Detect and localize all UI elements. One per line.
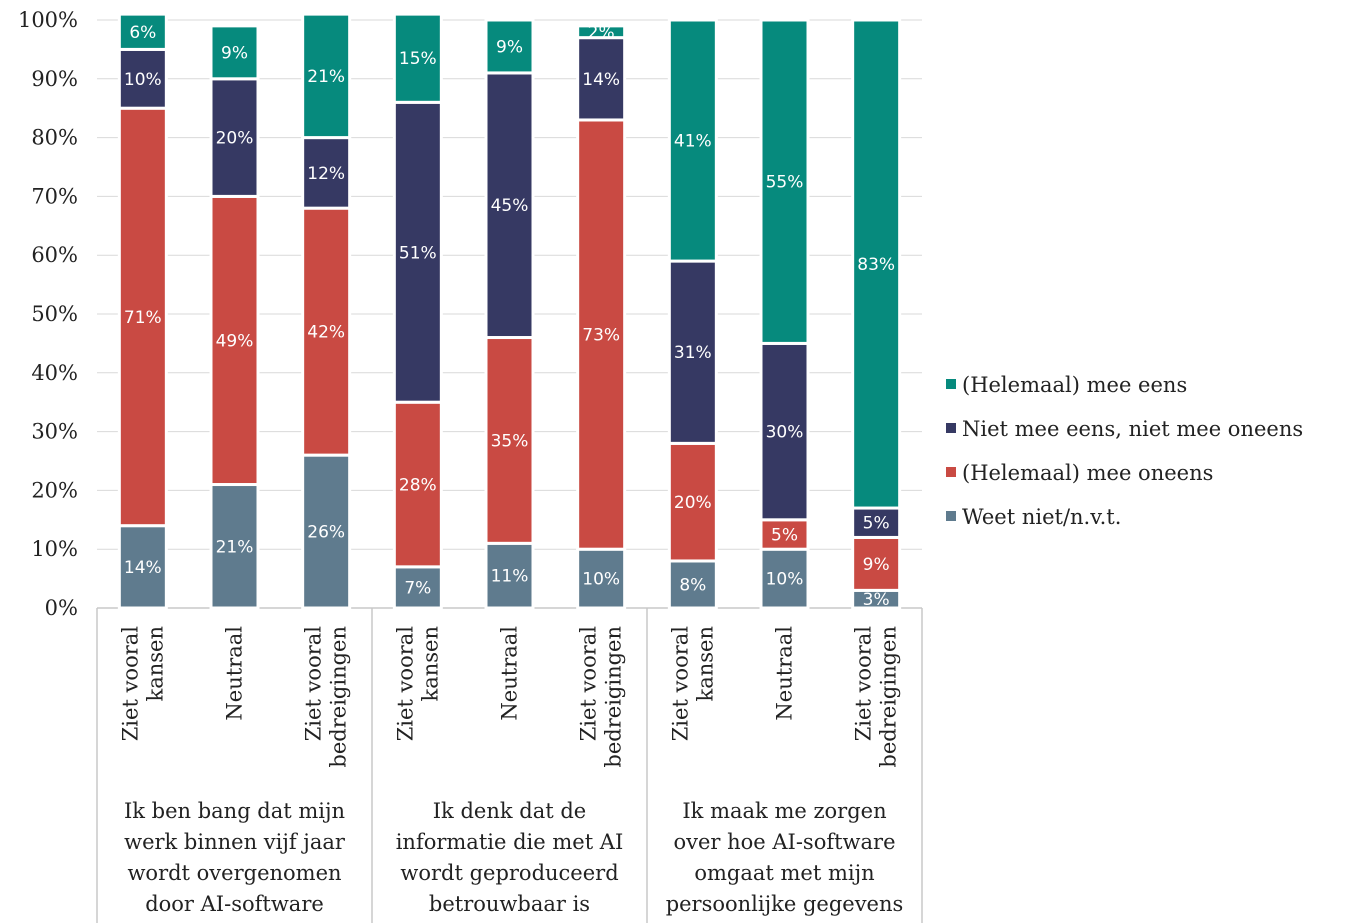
bar-segment (392, 100, 443, 404)
category-label: Ziet vooralbedreigingen (852, 626, 901, 768)
data-label: 31% (674, 343, 712, 363)
data-label: 11% (491, 567, 529, 587)
bar-segment (667, 18, 718, 263)
bar-segment (117, 524, 168, 610)
bar-segment (851, 18, 902, 510)
data-label: 9% (221, 43, 248, 63)
y-tick-label: 60% (31, 243, 78, 267)
data-label: 5% (863, 514, 890, 534)
data-label: 55% (766, 173, 804, 193)
bar-segment (301, 12, 352, 140)
category-label: Ziet vooralkansen (393, 626, 442, 742)
bar-segment (667, 559, 718, 610)
bar-segment (484, 18, 535, 75)
y-tick-label: 100% (18, 8, 78, 32)
y-axis: 0% 10% 20% 30% 40% 50% 60% 70% 80% 90% 100% (18, 8, 78, 620)
data-label: 35% (491, 431, 529, 451)
data-label: 2% (588, 23, 615, 43)
bar-segment (576, 36, 627, 122)
data-label: 20% (674, 493, 712, 513)
data-label: 10% (582, 570, 620, 590)
legend-swatch (946, 511, 956, 521)
bar-segment (301, 206, 352, 457)
y-tick-label: 80% (31, 126, 78, 150)
data-label: 10% (124, 70, 162, 90)
bar-segment (484, 71, 535, 340)
legend: (Helemaal) mee eens Niet mee eens, niet m… (946, 373, 1303, 529)
data-label: 51% (399, 243, 437, 263)
bar-segment (209, 483, 260, 610)
legend-label: Niet mee eens, niet mee oneens (962, 417, 1303, 441)
data-label: 9% (863, 555, 890, 575)
category-label: Neutraal (223, 626, 247, 721)
category-label: Neutraal (773, 626, 797, 721)
legend-swatch (946, 467, 956, 477)
y-tick-label: 30% (31, 420, 78, 444)
data-label: 3% (863, 590, 890, 610)
legend-swatch (946, 423, 956, 433)
bar-segment (667, 259, 718, 445)
group-label: Ik ben bang dat mijn werk binnen vijf jaa… (124, 799, 346, 916)
bars (117, 12, 902, 610)
data-labels: 14% 71% 10% 6% 21% 49% 20% 9% 26% 42% 12% 21% 7% 28% 5… (124, 23, 895, 610)
y-tick-label: 50% (31, 302, 78, 326)
bar-segment (576, 118, 627, 551)
data-label: 26% (307, 523, 345, 543)
bar-segment (117, 12, 168, 51)
data-label: 9% (496, 37, 523, 57)
data-label: 5% (771, 526, 798, 546)
category-label: Neutraal (498, 626, 522, 721)
y-tick-label: 40% (31, 361, 78, 385)
data-label: 41% (674, 132, 712, 152)
y-tick-label: 0% (45, 596, 78, 620)
bar-segment (209, 24, 260, 81)
data-label: 73% (582, 326, 620, 346)
bar-segment (576, 24, 627, 40)
legend-label: Weet niet/n.v.t. (962, 505, 1121, 529)
data-label: 12% (307, 164, 345, 184)
data-label: 14% (582, 70, 620, 90)
legend-swatch (946, 379, 956, 389)
data-label: 45% (491, 196, 529, 216)
data-label: 71% (124, 308, 162, 328)
data-label: 6% (129, 23, 156, 43)
data-label: 20% (216, 129, 254, 149)
bar-segment (484, 336, 535, 545)
bar-segment (759, 547, 810, 610)
bar-segment (392, 12, 443, 104)
data-label: 15% (399, 49, 437, 69)
y-tick-label: 90% (31, 67, 78, 91)
data-label: 21% (307, 67, 345, 87)
group-label: Ik denk dat de informatie die met AI wordt… (396, 799, 624, 916)
category-label: Ziet vooralkansen (118, 626, 167, 742)
data-label: 14% (124, 558, 162, 578)
data-label: 30% (766, 423, 804, 443)
data-label: 42% (307, 323, 345, 343)
data-label: 10% (766, 570, 804, 590)
bar-segment (117, 47, 168, 110)
category-label: Ziet vooralbedreigingen (577, 626, 626, 768)
y-tick-label: 10% (31, 537, 78, 561)
bar-segment (117, 106, 168, 528)
data-label: 28% (399, 476, 437, 496)
x-axis: Ziet vooralkansen Neutraal Ziet vooralbedr… (96, 608, 923, 923)
bar-segment (392, 565, 443, 610)
data-label: 8% (679, 575, 706, 595)
data-label: 49% (216, 331, 254, 351)
data-label: 21% (216, 537, 254, 557)
y-tick-label: 70% (31, 184, 78, 208)
category-label: Ziet vooralbedreigingen (302, 626, 351, 768)
bar-segment (759, 18, 810, 345)
group-label: Ik maak me zorgen over hoe AI-software omg… (666, 799, 904, 916)
data-label: 83% (857, 255, 895, 275)
y-tick-label: 20% (31, 478, 78, 502)
legend-label: (Helemaal) mee eens (962, 373, 1187, 397)
bar-segment (667, 441, 718, 563)
data-label: 7% (404, 578, 431, 598)
category-label: Ziet vooralkansen (668, 626, 717, 742)
legend-label: (Helemaal) mee oneens (962, 461, 1213, 485)
